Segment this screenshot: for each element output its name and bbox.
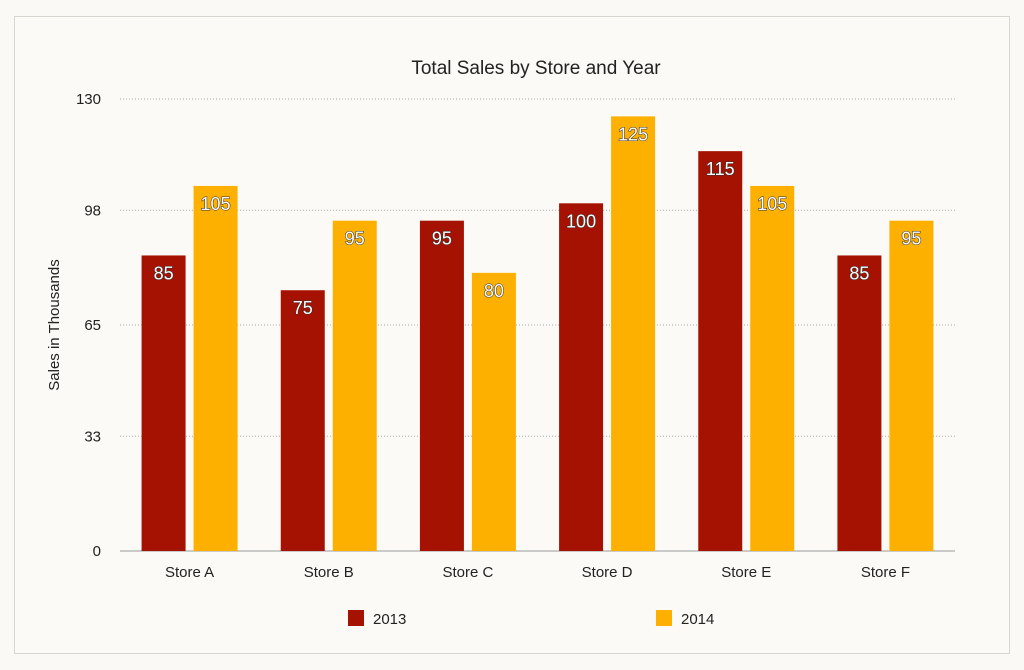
y-tick-label: 98 bbox=[84, 202, 101, 219]
x-tick-label: Store E bbox=[721, 564, 771, 581]
data-label: 80 bbox=[484, 281, 504, 301]
x-tick-label: Store F bbox=[861, 564, 910, 581]
x-tick-label: Store C bbox=[442, 564, 493, 581]
data-label: 75 bbox=[293, 298, 313, 318]
bar-2014-store-f bbox=[889, 220, 934, 551]
data-label: 95 bbox=[901, 229, 921, 249]
data-label: 115 bbox=[706, 159, 735, 179]
bar-2013-store-a bbox=[141, 255, 186, 551]
legend-label-2013: 2013 bbox=[373, 611, 406, 628]
y-axis-label: Sales in Thousands bbox=[46, 259, 63, 390]
bar-2014-store-c bbox=[471, 272, 516, 551]
data-label: 100 bbox=[566, 211, 596, 231]
x-tick-label: Store D bbox=[582, 564, 633, 581]
bar-2014-store-b bbox=[332, 220, 377, 551]
bar-2014-store-d bbox=[611, 116, 656, 551]
x-tick-label: Store B bbox=[304, 564, 354, 581]
data-label: 105 bbox=[201, 194, 231, 214]
y-tick-label: 130 bbox=[76, 91, 101, 108]
bar-2014-store-e bbox=[750, 185, 795, 551]
bar-2013-store-d bbox=[559, 203, 604, 552]
chart-title: Total Sales by Store and Year bbox=[411, 58, 661, 79]
bar-2013-store-f bbox=[837, 255, 882, 551]
y-tick-label: 65 bbox=[84, 317, 101, 334]
x-tick-label: Store A bbox=[165, 564, 214, 581]
data-label: 95 bbox=[345, 229, 365, 249]
bar-2014-store-a bbox=[193, 185, 238, 551]
legend-swatch-2013 bbox=[348, 610, 364, 626]
bar-2013-store-b bbox=[280, 290, 325, 551]
data-label: 105 bbox=[757, 194, 787, 214]
data-label: 125 bbox=[618, 124, 648, 144]
data-label: 85 bbox=[154, 263, 174, 283]
data-label: 95 bbox=[432, 229, 452, 249]
y-tick-label: 0 bbox=[93, 543, 101, 560]
bar-2013-store-e bbox=[698, 151, 743, 551]
y-tick-label: 33 bbox=[84, 428, 101, 445]
bar-2013-store-c bbox=[419, 220, 464, 551]
legend-label-2014: 2014 bbox=[681, 611, 714, 628]
legend-swatch-2014 bbox=[656, 610, 672, 626]
data-label: 85 bbox=[849, 263, 869, 283]
